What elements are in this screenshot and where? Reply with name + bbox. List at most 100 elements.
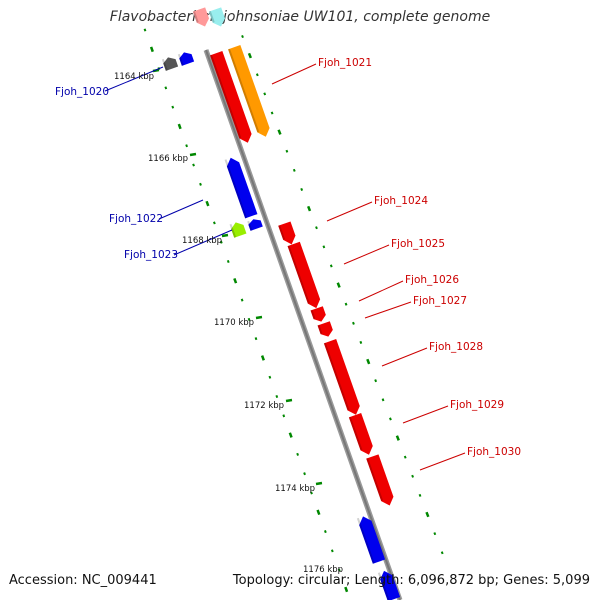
tick-mark: [303, 472, 306, 476]
gene-fjoh-1030[interactable]: [366, 454, 396, 507]
tick-mark: [315, 226, 318, 230]
tick-mark: [241, 35, 244, 39]
major-tick-mark: [315, 481, 323, 486]
gene-fjoh-1023[interactable]: [247, 217, 263, 231]
gene-fjoh-1021[interactable]: [228, 45, 272, 139]
tick-mark: [307, 205, 312, 212]
tick-mark: [300, 187, 304, 192]
tick-mark: [381, 398, 385, 402]
tick-mark: [440, 551, 444, 555]
gene-fjoh-1025[interactable]: [287, 241, 323, 310]
tick-mark: [344, 586, 349, 593]
gene-label-fjoh-1024[interactable]: Fjoh_1024: [374, 195, 428, 207]
connector-fjoh-1028: [381, 347, 428, 367]
gene-label-fjoh-1030[interactable]: Fjoh_1030: [467, 446, 521, 458]
tick-mark: [185, 144, 188, 148]
gene-fjoh-1030-shade: [366, 457, 384, 502]
tick-mark: [418, 493, 422, 497]
gene-blue-lower-2[interactable]: [377, 569, 401, 600]
tick-mark: [330, 549, 334, 553]
gene-pink-partial[interactable]: [192, 7, 211, 28]
gene-blue-lower-2-shape[interactable]: [378, 569, 401, 600]
gene-fjoh-1023-green-shape[interactable]: [230, 220, 247, 238]
gene-pink-partial-shade: [192, 11, 199, 23]
gene-fjoh-1023-green[interactable]: [229, 220, 247, 238]
connector-fjoh-1030: [419, 452, 466, 471]
gene-blue-lower-1[interactable]: [356, 514, 386, 564]
gene-blue-lower-1-shade: [356, 517, 375, 564]
gene-fjoh-1029[interactable]: [348, 413, 375, 457]
gene-fjoh-1025-shape[interactable]: [287, 241, 323, 310]
connector-fjoh-1023: [173, 229, 233, 256]
tick-mark: [199, 182, 202, 186]
gene-fjoh-1022-shape[interactable]: [225, 156, 258, 219]
gene-fjoh-1029-shape[interactable]: [348, 413, 375, 457]
gene-fjoh-1020-shape[interactable]: [178, 50, 195, 66]
connector-fjoh-1020: [104, 66, 164, 92]
gene-fjoh-1026[interactable]: [310, 306, 328, 324]
gene-label-fjoh-1022[interactable]: Fjoh_1022: [109, 213, 163, 225]
scale-label-1172: 1172 kbp: [244, 401, 284, 411]
gene-fjoh-1030-shape[interactable]: [366, 454, 396, 507]
tick-mark: [322, 245, 326, 249]
gene-label-fjoh-1027[interactable]: Fjoh_1027: [413, 295, 467, 307]
connector-fjoh-1027: [364, 301, 412, 319]
gene-features[interactable]: [161, 7, 401, 600]
tick-mark: [324, 530, 327, 534]
gene-label-fjoh-1023[interactable]: Fjoh_1023: [124, 249, 178, 261]
gene-label-fjoh-1021[interactable]: Fjoh_1021: [318, 57, 372, 69]
gene-gray-fjoh-1020-prev-shape[interactable]: [162, 55, 179, 71]
gene-fjoh-1028-shape[interactable]: [323, 339, 362, 417]
major-tick-mark: [189, 152, 197, 157]
accession-text: Accession: NC_009441: [9, 573, 157, 588]
tick-mark: [329, 264, 333, 268]
tick-mark: [336, 282, 341, 288]
gene-fjoh-1024[interactable]: [278, 221, 298, 246]
tick-mark: [233, 277, 238, 284]
tick-mark: [425, 511, 430, 518]
gene-fjoh-1026-shape[interactable]: [310, 306, 328, 324]
tick-mark: [352, 321, 355, 325]
gene-gray-fjoh-1020-prev[interactable]: [161, 55, 179, 71]
connector-fjoh-1029: [402, 405, 449, 424]
gene-fjoh-1023-shape[interactable]: [247, 217, 263, 231]
tick-mark: [254, 337, 258, 341]
tick-mark: [337, 568, 341, 572]
gene-blue-lower-1-shape[interactable]: [357, 514, 386, 564]
connector-fjoh-1021: [271, 63, 317, 85]
connector-fjoh-1026: [358, 280, 404, 302]
tick-mark: [226, 259, 230, 263]
gene-fjoh-1021-shape[interactable]: [228, 45, 272, 139]
tick-mark: [263, 92, 267, 96]
tick-mark: [411, 474, 415, 478]
gene-fjoh-1020[interactable]: [177, 50, 195, 66]
gene-fjoh-1024-shape[interactable]: [278, 221, 298, 246]
gene-red-near-1021[interactable]: [210, 51, 254, 145]
tick-marks: [143, 28, 444, 593]
gene-fjoh-1028[interactable]: [323, 339, 362, 417]
gene-fjoh-1027[interactable]: [317, 321, 335, 339]
gene-cyan-partial[interactable]: [208, 7, 227, 28]
gene-fjoh-1021-shade: [228, 48, 260, 133]
gene-fjoh-1026-shade: [310, 309, 316, 320]
tick-mark: [268, 375, 272, 379]
tick-mark: [403, 455, 407, 459]
gene-label-fjoh-1020[interactable]: Fjoh_1020: [55, 86, 109, 98]
tick-mark: [219, 240, 223, 244]
gene-label-fjoh-1026[interactable]: Fjoh_1026: [405, 274, 459, 286]
gene-label-fjoh-1025[interactable]: Fjoh_1025: [391, 238, 445, 250]
gene-cyan-partial-shape[interactable]: [208, 7, 227, 28]
gene-fjoh-1027-shape[interactable]: [317, 321, 335, 339]
gene-pink-partial-shape[interactable]: [192, 7, 211, 28]
tick-mark: [310, 491, 313, 495]
gene-label-fjoh-1029[interactable]: Fjoh_1029: [450, 399, 504, 411]
connector-fjoh-1024: [326, 201, 373, 222]
connector-fjoh-1025: [343, 244, 390, 265]
gene-fjoh-1020-shade: [177, 53, 184, 66]
gene-red-near-1021-shape[interactable]: [210, 51, 254, 145]
gene-label-fjoh-1028[interactable]: Fjoh_1028: [429, 341, 483, 353]
tick-mark: [171, 105, 175, 109]
tick-mark: [164, 86, 168, 90]
gene-fjoh-1022[interactable]: [224, 156, 258, 219]
genome-backbone-highlight: [205, 49, 401, 600]
